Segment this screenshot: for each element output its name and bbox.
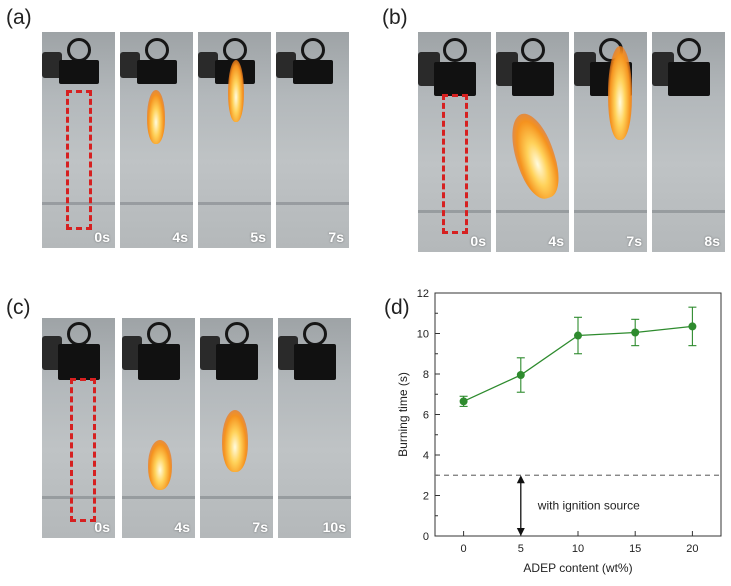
flame [148,440,172,490]
time-label: 0s [94,519,110,535]
photo-a-7s: 7s [276,32,349,248]
photo-c-7s: 7s [200,318,273,538]
data-point [631,328,640,337]
time-label: 0s [94,229,110,245]
y-tick-label: 8 [423,369,429,381]
photo-b-8s: 8s [652,32,725,252]
data-point [516,371,525,380]
sample-outline [442,94,468,234]
flame [147,90,165,144]
binder-clip-icon [137,322,180,386]
time-label: 7s [252,519,268,535]
time-label: 10s [322,519,346,535]
panel-label-d: (d) [384,296,410,319]
arrow-head-up [516,475,525,484]
binder-clip-icon [215,322,258,386]
binder-clip-icon [433,38,476,102]
data-point [688,322,697,331]
flame [503,108,567,204]
sample-outline [70,378,96,522]
photo-b-0s: 0s [418,32,491,252]
time-label: 7s [328,229,344,245]
time-label: 0s [470,233,486,249]
time-label: 7s [626,233,642,249]
flame [222,410,248,472]
flame [608,46,632,140]
x-tick-label: 0 [461,543,467,555]
panel-label-b: (b) [382,6,408,29]
time-label: 4s [174,519,190,535]
time-label: 5s [250,229,266,245]
photo-b-4s: 4s [496,32,569,252]
time-label: 4s [548,233,564,249]
y-tick-label: 0 [423,531,429,543]
time-label: 4s [172,229,188,245]
photo-c-0s: 0s [42,318,115,538]
binder-clip-icon [136,38,177,98]
flame [228,60,244,122]
photo-a-5s: 5s [198,32,271,248]
y-tick-label: 2 [423,491,429,503]
binder-clip-icon [58,38,99,98]
binder-clip-icon [667,38,710,102]
panel-label-c: (c) [6,296,31,319]
binder-clip-icon [293,322,336,386]
photo-a-0s: 0s [42,32,115,248]
x-tick-label: 20 [686,543,698,555]
x-tick-label: 5 [518,543,524,555]
photo-b-7s: 7s [574,32,647,252]
x-axis-label: ADEP content (wt%) [523,561,632,575]
binder-clip-icon [292,38,333,98]
photo-a-4s: 4s [120,32,193,248]
y-axis-label: Burning time (s) [396,372,410,457]
y-tick-label: 4 [423,450,429,462]
binder-clip-icon [511,38,554,102]
arrow-head-down [516,528,525,536]
data-point [574,331,582,340]
data-point [459,397,468,406]
annotation-text: with ignition source [537,499,640,513]
panel-label-a: (a) [6,6,32,29]
sample-outline [66,90,92,230]
y-tick-label: 6 [423,410,429,422]
binder-clip-icon [57,322,100,386]
photo-c-4s: 4s [122,318,195,538]
x-tick-label: 15 [629,543,641,555]
time-label: 8s [704,233,720,249]
burning-time-chart: 0 2 4 6 8 10 12 0 5 10 15 20 ADEP content (wt%) Burni… [396,288,722,575]
y-tick-label: 12 [417,288,429,300]
x-tick-label: 10 [572,543,584,555]
y-tick-label: 10 [417,329,429,341]
photo-c-10s: 10s [278,318,351,538]
